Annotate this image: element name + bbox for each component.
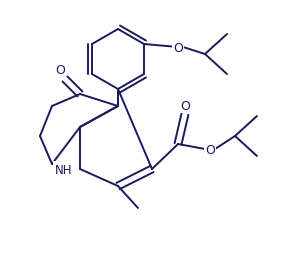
Text: NH: NH (54, 163, 72, 176)
Text: O: O (180, 99, 190, 112)
Text: O: O (173, 41, 183, 54)
Text: O: O (205, 143, 215, 156)
Text: O: O (55, 63, 65, 76)
